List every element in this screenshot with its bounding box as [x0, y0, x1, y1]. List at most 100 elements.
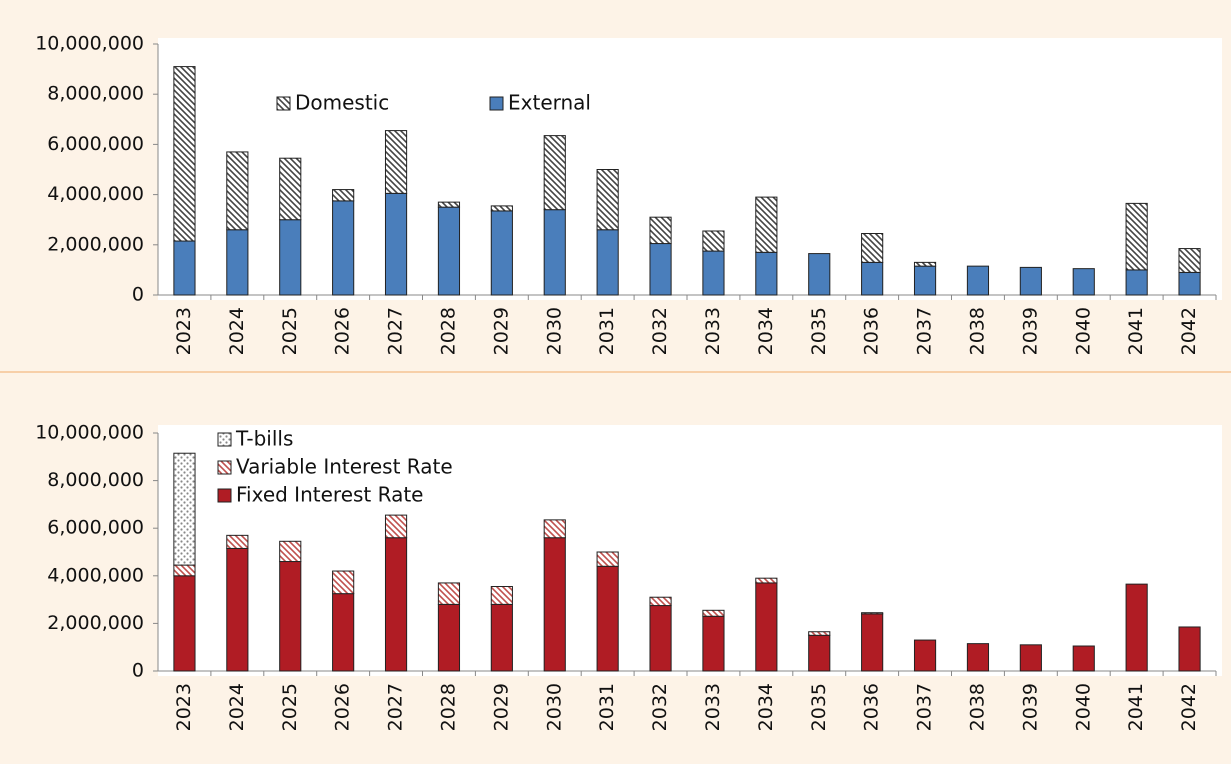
x-tick-label: 2025 [279, 307, 301, 355]
x-tick-label: 2032 [649, 307, 671, 355]
bar-segment [543, 537, 566, 672]
x-tick-label: 2040 [1072, 307, 1094, 355]
y-tick-label: 8,000,000 [47, 83, 144, 105]
x-tick-label: 2027 [385, 683, 407, 731]
x-tick-label: 2038 [966, 683, 988, 731]
bar-segment [437, 201, 461, 208]
x-tick-label: 2039 [1019, 683, 1041, 731]
legend-swatch [217, 488, 232, 503]
bar-segment [173, 240, 196, 296]
bar-segment [966, 265, 990, 296]
x-tick-label: 2029 [490, 307, 512, 355]
bar-segment [173, 564, 196, 577]
bar-segment [1072, 268, 1095, 296]
x-tick-label: 2034 [755, 307, 777, 355]
bar-segment [332, 189, 355, 202]
bar-segment [913, 261, 937, 267]
bar-segment [279, 219, 302, 296]
x-tick-label: 2026 [332, 307, 354, 355]
bar-segment [596, 229, 619, 296]
y-tick-label: 10,000,000 [35, 422, 144, 444]
bar-segment [808, 631, 831, 636]
x-tick-label: 2040 [1072, 683, 1094, 731]
y-tick-label: 4,000,000 [47, 564, 144, 586]
x-tick-label: 2033 [702, 307, 724, 355]
legend-swatch [276, 96, 291, 111]
bar-segment [1019, 644, 1042, 672]
bar-segment [226, 534, 249, 549]
bar-segment [332, 593, 355, 672]
bar-segment [490, 603, 513, 672]
x-tick-label: 2026 [332, 683, 354, 731]
bar-segment [173, 66, 196, 242]
bar-segment [543, 519, 566, 539]
bar-segment [384, 514, 408, 539]
bar-segment [861, 612, 884, 615]
bar-segment [596, 565, 619, 672]
bar-segment [596, 169, 619, 231]
plot-area [158, 38, 1222, 300]
y-tick-label: 8,000,000 [47, 469, 144, 491]
bar-segment [279, 561, 302, 672]
bar-segment [384, 130, 408, 194]
x-tick-label: 2039 [1019, 307, 1041, 355]
y-tick-label: 0 [132, 660, 144, 682]
x-tick-label: 2036 [861, 307, 883, 355]
bar-segment [649, 243, 672, 296]
legend-label: External [508, 91, 591, 115]
bar-segment [279, 157, 302, 221]
bar-segment [702, 609, 725, 617]
x-tick-label: 2032 [649, 683, 671, 731]
x-tick-label: 2035 [808, 683, 830, 731]
legend-label: T-bills [235, 427, 293, 451]
bar-segment [755, 577, 778, 584]
bar-segment [755, 196, 778, 253]
bar-segment [861, 261, 884, 296]
x-tick-label: 2035 [808, 307, 830, 355]
bar-segment [437, 603, 461, 672]
bar-segment [490, 205, 513, 212]
y-tick-label: 4,000,000 [47, 183, 144, 205]
bar-segment [490, 586, 513, 605]
x-tick-label: 2028 [437, 307, 459, 355]
bar-segment [808, 253, 831, 296]
bar-segment [332, 200, 355, 296]
bar-segment [226, 151, 249, 231]
legend-swatch [489, 96, 504, 111]
bar-segment [1178, 626, 1201, 672]
bar-segment [1019, 266, 1042, 296]
x-tick-label: 2041 [1125, 683, 1147, 731]
bar-segment [702, 230, 725, 252]
x-tick-label: 2034 [755, 683, 777, 731]
x-tick-label: 2029 [490, 683, 512, 731]
legend-label: Fixed Interest Rate [236, 483, 423, 507]
x-tick-label: 2024 [226, 307, 248, 355]
x-tick-label: 2036 [861, 683, 883, 731]
bar-segment [649, 605, 672, 672]
bar-segment [226, 229, 249, 296]
y-tick-label: 2,000,000 [47, 233, 144, 255]
bar-segment [861, 233, 884, 263]
x-tick-label: 2037 [914, 683, 936, 731]
x-tick-label: 2041 [1125, 307, 1147, 355]
bar-segment [649, 216, 672, 245]
x-tick-label: 2031 [596, 683, 618, 731]
x-tick-label: 2023 [173, 307, 195, 355]
bar-segment [913, 265, 937, 296]
bar-segment [861, 613, 884, 672]
legend-swatch [217, 432, 232, 447]
bar-segment [808, 634, 831, 672]
y-tick-label: 6,000,000 [47, 517, 144, 539]
x-tick-label: 2028 [437, 683, 459, 731]
bar-segment [913, 639, 937, 672]
bar-segment [1125, 269, 1148, 296]
x-tick-label: 2042 [1178, 307, 1200, 355]
x-tick-label: 2031 [596, 307, 618, 355]
bar-segment [543, 209, 566, 296]
bar-segment [279, 540, 302, 563]
x-tick-label: 2037 [914, 307, 936, 355]
bar-segment [966, 643, 990, 672]
bar-segment [1178, 248, 1201, 273]
x-tick-label: 2023 [173, 683, 195, 731]
